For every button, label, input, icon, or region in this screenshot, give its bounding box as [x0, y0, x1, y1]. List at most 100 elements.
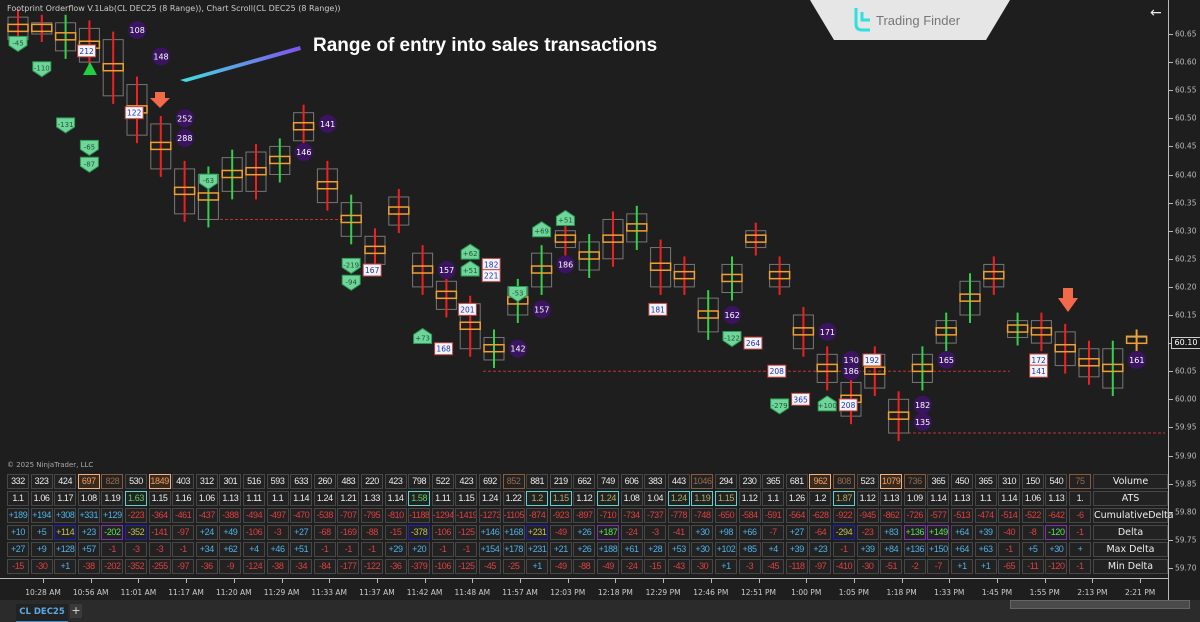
table-cell: +57: [77, 542, 100, 557]
volume-box-frame: [838, 398, 858, 412]
table-cell: 1079: [880, 474, 903, 489]
bubble-circle: [318, 114, 337, 133]
poc-box: [435, 290, 458, 300]
table-cell: +85: [738, 542, 761, 557]
table-cell: 1.2: [809, 491, 832, 506]
candle: [388, 188, 410, 234]
bubble-circle: [294, 143, 313, 162]
table-cell: -125: [455, 525, 478, 540]
table-cell: 540: [1045, 474, 1068, 489]
bubble-circle: [913, 395, 932, 414]
poc-box: [459, 321, 481, 330]
table-cell: -1: [313, 542, 336, 557]
table-cell: 523: [856, 474, 879, 489]
poc-box: [1006, 324, 1029, 333]
table-cell: -7: [927, 559, 950, 574]
time-label: 11:17 AM: [168, 588, 204, 597]
poc-box: [626, 223, 648, 232]
price-tick: [1169, 62, 1173, 64]
table-cell: -34: [290, 559, 313, 574]
table-cell: -1105: [502, 508, 525, 523]
volume-box: 167: [362, 263, 382, 277]
price-label: 59.90: [1175, 451, 1197, 460]
poc-box: [816, 363, 838, 373]
arrow-left-icon[interactable]: ←: [1150, 5, 1162, 21]
price-label: 60.25: [1175, 254, 1197, 264]
volume-bubble: 171: [818, 322, 837, 341]
time-tick: [615, 579, 617, 583]
candle: [792, 307, 815, 357]
table-cell: -2: [903, 559, 926, 574]
delta-marker-label: -279: [772, 402, 788, 410]
poc-box: [31, 23, 53, 33]
price-axis[interactable]: 60.65 60.60 60.55 60.50 60.45 60.40 60.35 60.30…: [1168, 0, 1200, 600]
delta-marker-shape: [341, 274, 361, 291]
volume-bubble: 146: [294, 143, 313, 162]
add-tab-button[interactable]: +: [70, 604, 82, 618]
price-tick: [1169, 118, 1173, 120]
tab-cl-dec25[interactable]: CL DEC25: [16, 604, 68, 622]
table-cell: -106: [431, 559, 454, 574]
delta-marker: -110: [32, 61, 52, 78]
table-cell: 150: [1021, 474, 1044, 489]
time-tick: [1044, 579, 1046, 583]
table-cell: +178: [502, 542, 525, 557]
candle: [1102, 340, 1124, 397]
price-tick: [1169, 539, 1173, 541]
time-label: 12:51 PM: [741, 588, 776, 597]
table-cell: -125: [455, 559, 478, 574]
table-cell: 1849: [148, 474, 171, 489]
footprint-chart[interactable]: -45 -110 -131 -65 -87 -63 -219 -94 +62 +51 +69 +51 -…: [0, 0, 1168, 470]
bubble-circle: [913, 412, 932, 431]
time-label: 12:46 PM: [693, 588, 729, 597]
candle: [745, 222, 767, 256]
volume-bubble: 182: [913, 395, 932, 414]
bubble-circle: [175, 109, 194, 128]
horizontal-scrollbar[interactable]: [1010, 600, 1190, 609]
price-label: 60.65: [1175, 29, 1197, 39]
table-cell: 403: [172, 474, 195, 489]
table-cell: -378: [408, 525, 431, 540]
indicator-table: 332 323 424 697 828 530 1849 403 312 301 516 593 633…: [0, 474, 1174, 576]
price-label: 60.40: [1175, 170, 1197, 179]
table-row-label: CumulativeDelta: [1093, 508, 1174, 523]
current-price-marker: 60.10: [1171, 337, 1200, 350]
time-tick: [43, 579, 44, 583]
volume-box-label: 192: [865, 356, 880, 365]
table-cell: 220: [361, 474, 383, 489]
candle: [269, 138, 291, 183]
bubble-circle: [1127, 350, 1146, 369]
poc-box: [745, 234, 767, 243]
table-cell: 219: [549, 474, 572, 489]
table-cell: -43: [667, 559, 690, 574]
volume-box: 168: [434, 342, 454, 356]
table-cell: 1.33: [361, 491, 383, 506]
candle: [316, 160, 339, 211]
table-cell: +20: [408, 542, 431, 557]
table-cell: 1.08: [77, 491, 100, 506]
table-cell: -106: [431, 525, 454, 540]
volume-box: 365: [791, 392, 811, 406]
poc-box: [554, 234, 577, 243]
table-cell: -24: [620, 525, 643, 540]
annotation-text: Range of entry into sales transactions: [313, 35, 658, 56]
time-label: 11:33 AM: [311, 588, 347, 597]
poc-box: [697, 310, 719, 319]
price-label: 60.50: [1175, 113, 1197, 123]
table-cell: -538: [313, 508, 336, 523]
time-axis[interactable]: 10:28 AM 10:56 AM 11:01 AM 11:17 AM 11:20 AM…: [0, 578, 1168, 600]
time-label: 1:00 PM: [791, 588, 822, 597]
table-cell: -1188: [408, 508, 431, 523]
table-cell: -795: [361, 508, 383, 523]
table-cell: +39: [974, 525, 997, 540]
delta-marker-shape: [32, 61, 52, 78]
table-cell: 1.15: [455, 491, 478, 506]
poc-box: [792, 327, 815, 336]
table-cell: 1.15: [715, 491, 737, 506]
time-label: 10:28 AM: [25, 588, 61, 597]
volume-bubble: 135: [913, 412, 932, 431]
table-cell: -294: [833, 525, 855, 540]
candle: [911, 346, 934, 391]
time-tick: [520, 579, 521, 583]
volume-bubble: 157: [532, 300, 551, 319]
